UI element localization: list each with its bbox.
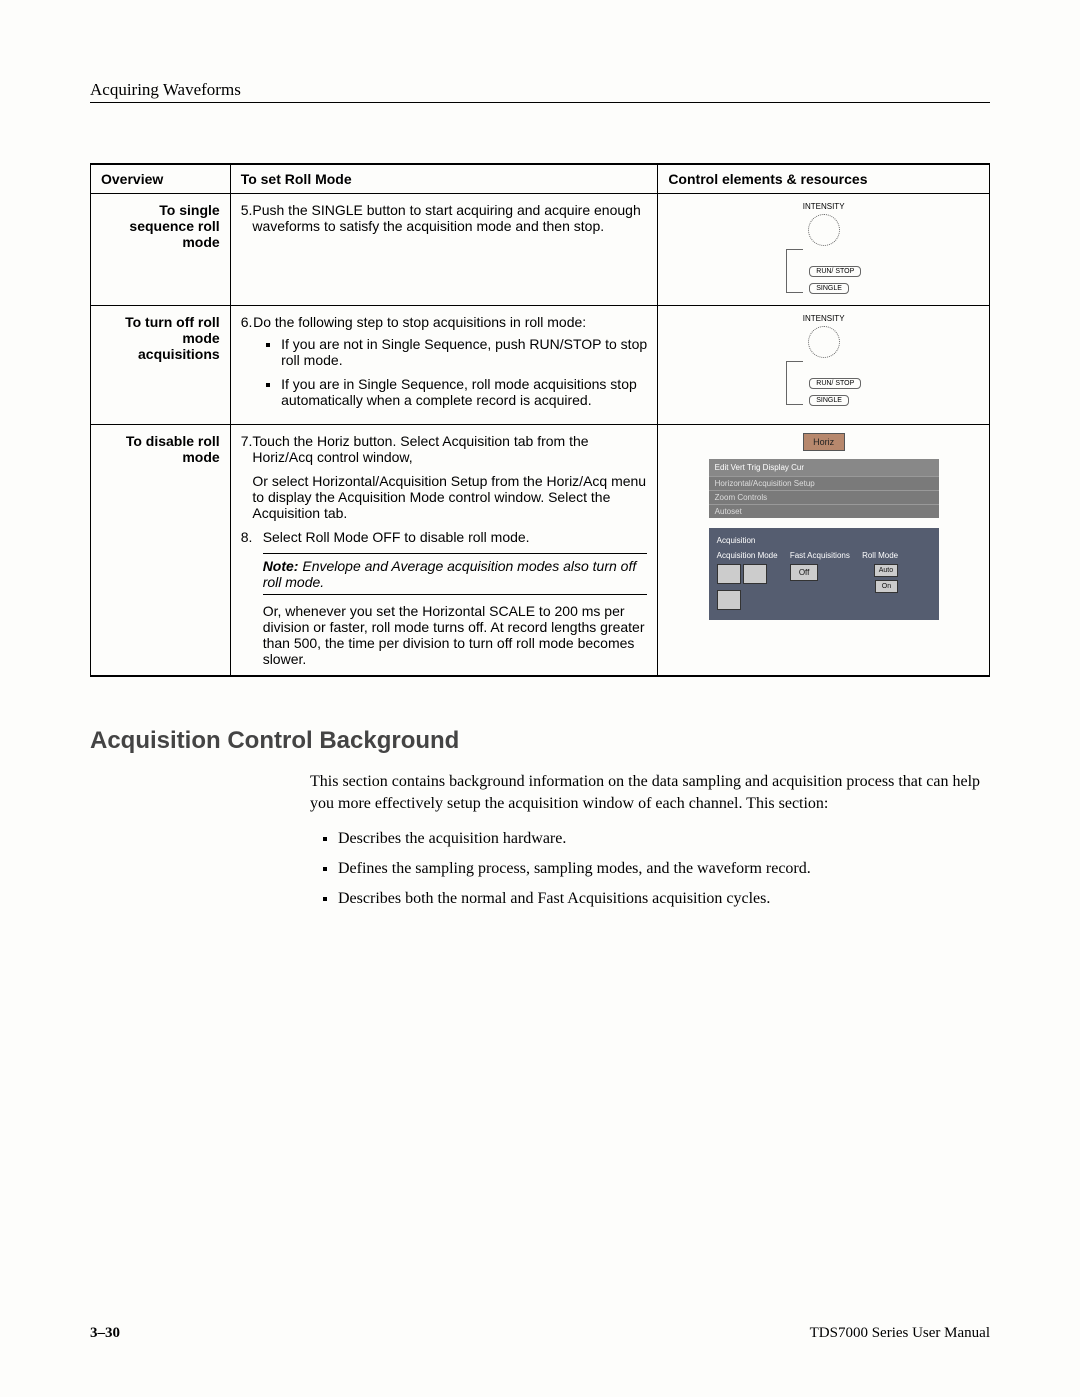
on-button-icon: On [875,580,898,593]
mode-icon [743,564,767,584]
row3-steps: 7. Touch the Horiz button. Select Acquis… [230,425,658,677]
step-text: Select Roll Mode OFF to disable roll mod… [263,529,648,545]
col-controls: Control elements & resources [658,164,990,194]
bullet: If you are in Single Sequence, roll mode… [281,376,647,408]
table-row: To turn off roll mode acquisitions 6. Do… [91,306,990,425]
section-intro: This section contains background informa… [310,771,990,814]
horiz-button-icon: Horiz [803,433,845,451]
step-text: Touch the Horiz button. Select Acquisiti… [252,433,647,465]
manual-title: TDS7000 Series User Manual [810,1325,990,1342]
acq-tab: Acquisition [717,536,931,545]
menu-item: Zoom Controls [709,490,939,504]
step-number: 6. [241,314,253,416]
bullet: Defines the sampling process, sampling m… [338,860,990,878]
row1-steps: 5. Push the SINGLE button to start acqui… [230,194,658,306]
step-number: 5. [241,202,253,234]
off-button-icon: Off [790,564,819,581]
connector-icon [786,361,803,405]
group-label: Roll Mode [862,551,898,560]
step-number: 8. [241,529,263,667]
step-text: Or, whenever you set the Horizontal SCAL… [263,603,648,667]
mode-icon [717,590,741,610]
row2-controls: INTENSITY RUN/ STOP SINGLE [658,306,990,425]
single-button-icon: SINGLE [809,395,849,406]
intensity-knob-icon [808,326,840,358]
menu-item: Autoset [709,504,939,518]
bullet: Describes both the normal and Fast Acqui… [338,890,990,908]
group-label: Fast Acquisitions [790,551,850,560]
single-button-icon: SINGLE [809,283,849,294]
row3-controls: Horiz Edit Vert Trig Display Cur Horizon… [658,425,990,677]
ui-screenshot-icon: Horiz Edit Vert Trig Display Cur Horizon… [709,433,939,620]
step-number: 7. [241,433,253,521]
step-lead: Do the following step to stop acquisitio… [253,314,647,330]
row1-controls: INTENSITY RUN/ STOP SINGLE [658,194,990,306]
row3-overview: To disable roll mode [91,425,231,677]
note-text: Envelope and Average acquisition modes a… [263,558,637,590]
intensity-label: INTENSITY [786,202,861,211]
table-row: To disable roll mode 7. Touch the Horiz … [91,425,990,677]
section-heading: Acquisition Control Background [90,727,990,755]
page-number: 3–30 [90,1325,120,1342]
group-label: Acquisition Mode [717,551,778,560]
menu-item: Horizontal/Acquisition Setup [709,476,939,490]
menu-toolbar: Edit Vert Trig Display Cur [709,459,939,476]
row2-steps: 6. Do the following step to stop acquisi… [230,306,658,425]
row2-overview: To turn off roll mode acquisitions [91,306,231,425]
mode-icon [717,564,741,584]
step-text: Or select Horizontal/Acquisition Setup f… [252,473,647,521]
bullet: Describes the acquisition hardware. [338,830,990,848]
intensity-knob-icon [808,214,840,246]
col-steps: To set Roll Mode [230,164,658,194]
table-row: To single sequence roll mode 5. Push the… [91,194,990,306]
connector-icon [786,249,803,293]
runstop-button-icon: RUN/ STOP [809,266,861,277]
step-text: Push the SINGLE button to start acquirin… [252,202,647,234]
auto-button-icon: Auto [874,564,898,577]
procedure-table: Overview To set Roll Mode Control elemen… [90,163,990,677]
intensity-label: INTENSITY [786,314,861,323]
bullet: If you are not in Single Sequence, push … [281,336,647,368]
section-bullets: Describes the acquisition hardware. Defi… [310,830,990,908]
runstop-button-icon: RUN/ STOP [809,378,861,389]
page-footer: 3–30 TDS7000 Series User Manual [90,1325,990,1342]
row1-overview: To single sequence roll mode [91,194,231,306]
running-header: Acquiring Waveforms [90,80,990,103]
col-overview: Overview [91,164,231,194]
